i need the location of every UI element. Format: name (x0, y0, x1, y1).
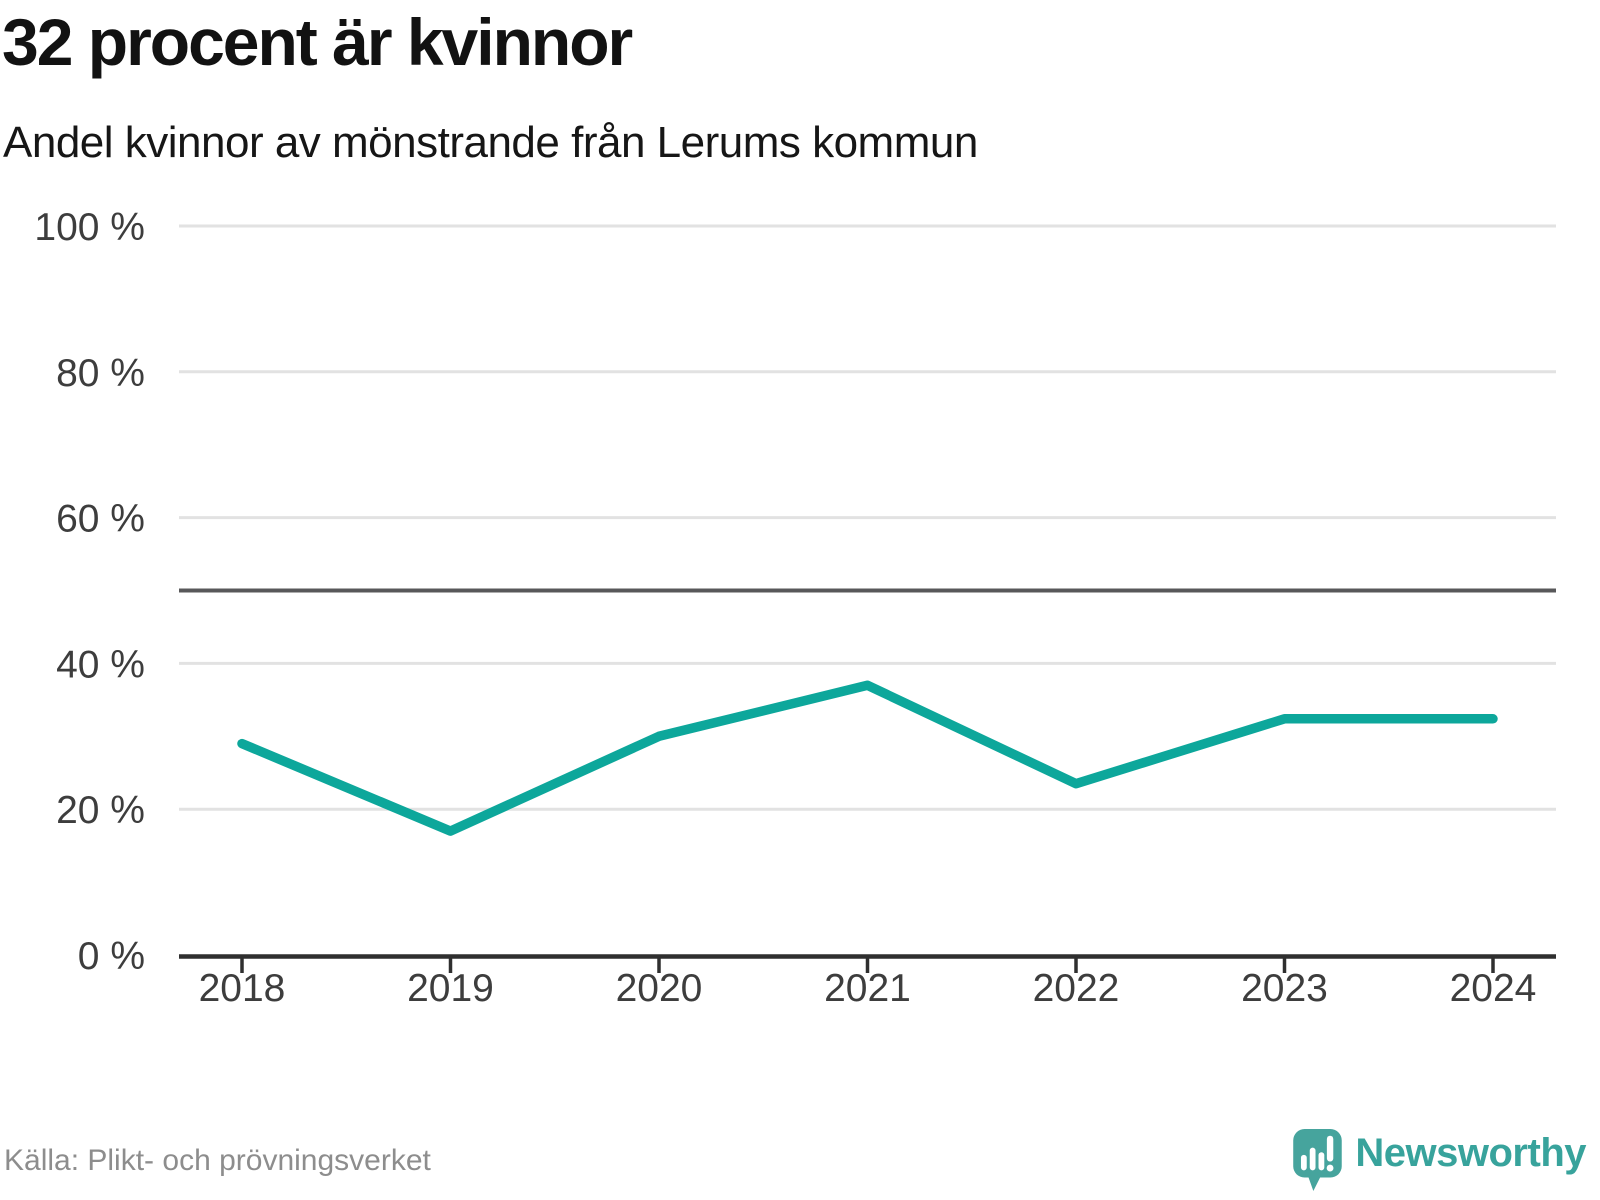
chart-subtitle: Andel kvinnor av mönstrande från Lerums … (3, 118, 978, 167)
y-axis-label: 40 % (56, 643, 145, 686)
x-axis-label: 2020 (616, 967, 703, 1010)
y-axis-label: 80 % (56, 352, 145, 395)
y-axis-label: 100 % (34, 206, 145, 249)
x-axis-label: 2019 (407, 967, 494, 1010)
x-axis-label: 2022 (1033, 967, 1120, 1010)
x-axis-label: 2021 (824, 967, 911, 1010)
y-axis-label: 60 % (56, 498, 145, 541)
source-note: Källa: Plikt- och prövningsverket (4, 1144, 431, 1177)
data-line-andel-kvinnor (237, 680, 1498, 836)
y-axis-label: 0 % (78, 935, 145, 978)
speech-bubble-bar-chart-icon (1293, 1129, 1343, 1191)
page-title: 32 procent är kvinnor (2, 5, 633, 79)
x-axis-label: 2023 (1241, 967, 1328, 1010)
brand-name: Newsworthy (1355, 1131, 1586, 1175)
x-axis-label: 2024 (1450, 967, 1537, 1010)
newsworthy-logo: Newsworthy (1292, 1128, 1586, 1192)
y-axis-label: 20 % (56, 789, 145, 832)
chart-footer: Källa: Plikt- och prövningsverket Newswo… (0, 1100, 1600, 1200)
x-axis-label: 2018 (199, 967, 286, 1010)
